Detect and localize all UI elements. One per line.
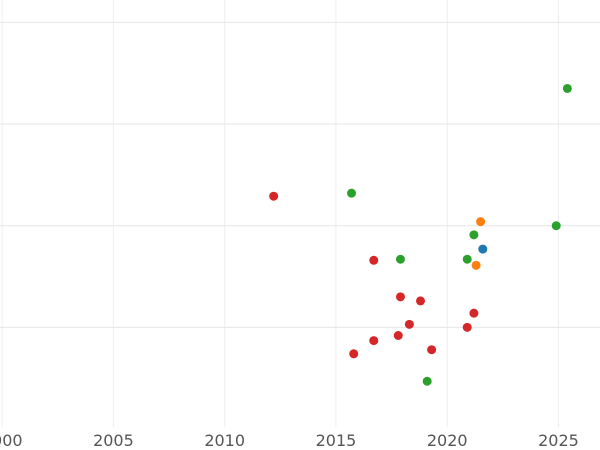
data-point <box>469 230 479 240</box>
x-axis-ticks: 2000 2005 2010 2015 2020 2025 <box>0 431 579 450</box>
data-point <box>369 255 379 265</box>
data-point <box>476 217 486 227</box>
data-point <box>422 376 432 386</box>
data-point <box>462 254 472 264</box>
data-point <box>269 191 279 201</box>
data-point <box>562 83 572 93</box>
data-point <box>369 336 379 346</box>
data-point <box>462 322 472 332</box>
x-tick-label: 2010 <box>204 431 245 450</box>
x-tick-label: 2015 <box>316 431 357 450</box>
x-tick-label: 2020 <box>427 431 468 450</box>
x-tick-label: 2005 <box>93 431 134 450</box>
data-point <box>395 254 405 264</box>
x-tick-label: 2000 <box>0 431 23 450</box>
data-point <box>427 345 437 355</box>
data-point <box>551 221 561 231</box>
data-point <box>415 296 425 306</box>
data-point <box>471 260 481 270</box>
data-points <box>269 83 572 386</box>
x-tick-label: 2025 <box>538 431 579 450</box>
data-point <box>404 319 414 329</box>
data-point <box>395 292 405 302</box>
data-point <box>347 188 357 198</box>
grid <box>0 0 600 427</box>
data-point <box>478 244 488 254</box>
data-point <box>349 349 359 359</box>
data-point <box>393 331 403 340</box>
data-point <box>469 308 479 318</box>
